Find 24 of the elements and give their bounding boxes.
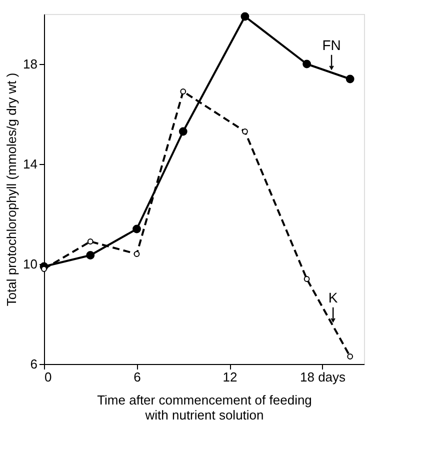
point: [87, 238, 94, 244]
point: [304, 276, 310, 282]
x-tick-label: 0: [44, 370, 52, 384]
annotation: K: [328, 290, 338, 306]
annotation: FN: [322, 37, 341, 53]
point: [86, 251, 95, 260]
x-tick-label: 6: [134, 370, 141, 384]
point: [134, 251, 140, 257]
point: [346, 74, 354, 84]
y-tick-label: 18: [23, 56, 38, 72]
point: [347, 354, 354, 360]
x-axis-title: Time after commencement of feeding with nutrient solution: [97, 392, 312, 422]
x-tick-label: 18 days: [300, 370, 346, 384]
point: [178, 127, 188, 136]
y-tick-label: 14: [23, 156, 38, 172]
point: [132, 224, 141, 234]
y-tick-label: 10: [23, 256, 38, 272]
y-tick-label: 6: [30, 356, 38, 372]
x-tick-label: 12: [222, 370, 238, 384]
point: [240, 12, 250, 21]
y-axis-title: Total protochlorophyll (mmoles/g dry wt ): [4, 72, 20, 306]
point: [180, 88, 186, 94]
point: [302, 60, 312, 68]
point: [242, 128, 248, 134]
